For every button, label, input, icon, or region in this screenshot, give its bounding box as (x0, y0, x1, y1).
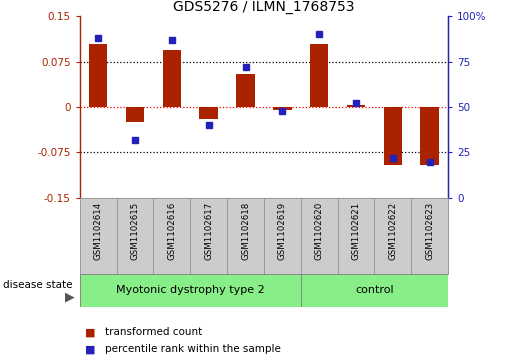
Bar (273, 107, 291, 110)
Text: GSM1102618: GSM1102618 (241, 202, 250, 260)
Bar (347, 105, 365, 107)
Bar (116, 198, 153, 274)
Text: GSM1102619: GSM1102619 (278, 202, 287, 260)
Bar (191, 198, 227, 274)
Title: GDS5276 / ILMN_1768753: GDS5276 / ILMN_1768753 (173, 0, 355, 14)
Text: GSM1102620: GSM1102620 (315, 202, 323, 260)
Bar (126, 107, 144, 122)
Text: disease state: disease state (3, 280, 72, 290)
Text: GSM1102614: GSM1102614 (94, 202, 102, 260)
Bar (411, 198, 448, 274)
Text: GSM1102617: GSM1102617 (204, 202, 213, 260)
Bar (301, 198, 338, 274)
Text: control: control (355, 285, 394, 295)
Text: GSM1102622: GSM1102622 (388, 202, 397, 260)
Bar (80, 198, 117, 274)
Text: ▶: ▶ (65, 290, 74, 303)
Text: GSM1102616: GSM1102616 (167, 202, 176, 260)
Bar (153, 198, 191, 274)
Bar (227, 198, 264, 274)
Bar (236, 74, 255, 107)
Text: transformed count: transformed count (105, 327, 202, 337)
Bar (310, 44, 329, 107)
Bar (80, 274, 301, 307)
Text: GSM1102615: GSM1102615 (131, 202, 140, 260)
Bar (374, 198, 411, 274)
Text: percentile rank within the sample: percentile rank within the sample (105, 344, 281, 354)
Bar (199, 107, 218, 119)
Bar (89, 44, 108, 107)
Bar (264, 198, 301, 274)
Text: GSM1102621: GSM1102621 (352, 202, 360, 260)
Bar (420, 107, 439, 164)
Text: ■: ■ (85, 327, 95, 337)
Text: GSM1102623: GSM1102623 (425, 202, 434, 260)
Bar (384, 107, 402, 164)
Bar (301, 274, 448, 307)
Text: Myotonic dystrophy type 2: Myotonic dystrophy type 2 (116, 285, 265, 295)
Bar (338, 198, 374, 274)
Text: ■: ■ (85, 344, 95, 354)
Bar (163, 50, 181, 107)
